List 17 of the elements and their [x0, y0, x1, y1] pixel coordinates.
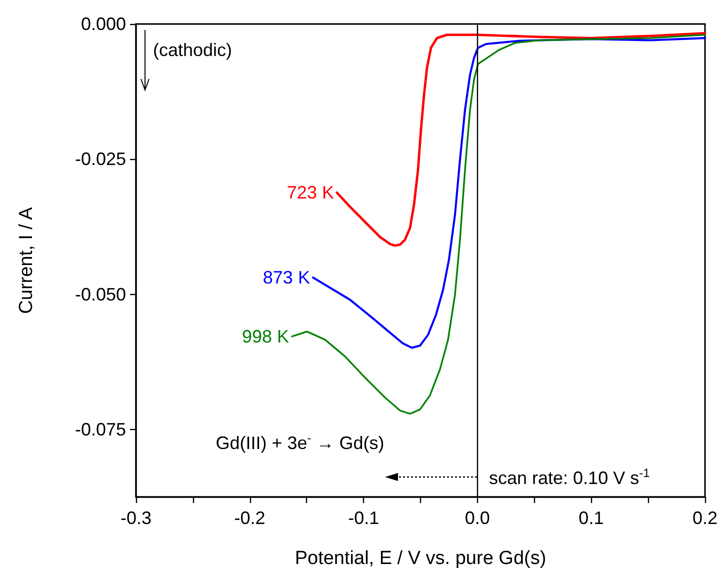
x-axis-title: Potential, E / V vs. pure Gd(s) — [294, 548, 546, 569]
annotation: Gd(III) + 3e- → Gd(s) — [216, 431, 384, 453]
y-tick-label: -0.075 — [74, 419, 126, 440]
x-tick-label: 0.1 — [578, 508, 604, 528]
x-tick-label: 0.0 — [464, 508, 490, 528]
x-tick-label: -0.3 — [120, 508, 152, 528]
y-tick-label: 0.000 — [80, 14, 126, 34]
annotation: (cathodic) — [153, 40, 232, 60]
x-tick-label: -0.1 — [348, 508, 380, 528]
y-tick-label: -0.025 — [74, 149, 126, 170]
y-axis-title: Current, I / A — [16, 206, 37, 314]
x-tick-label: -0.2 — [234, 508, 266, 528]
series-label: 998 K — [242, 326, 290, 346]
x-tick-label: 0.2 — [692, 508, 718, 528]
series-label: 723 K — [286, 182, 334, 203]
series-label: 873 K — [262, 268, 310, 288]
y-tick-label: -0.050 — [74, 284, 126, 304]
